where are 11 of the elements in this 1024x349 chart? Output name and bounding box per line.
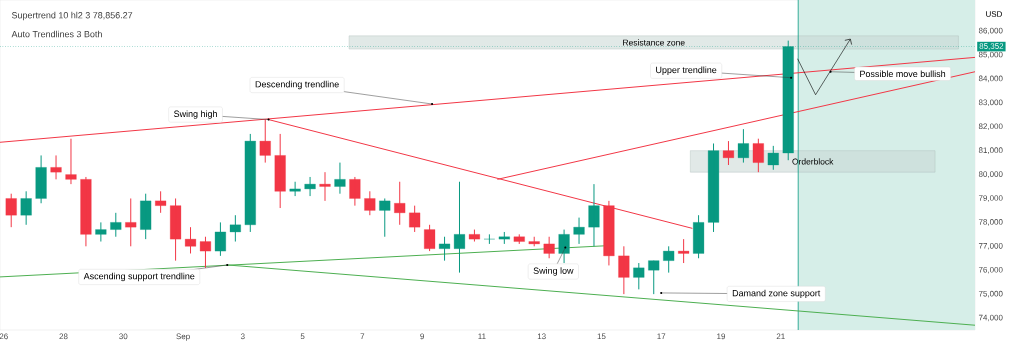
band-label: Resistance zone xyxy=(623,39,685,46)
annotation: Descending trendline xyxy=(255,80,339,90)
annotation: Damand zone support xyxy=(732,289,821,299)
text: Supertrend 10 hl2 3 78,856.27 xyxy=(11,11,133,21)
annotation: Swing low xyxy=(533,267,574,276)
annotation: Upper trendline xyxy=(656,66,717,75)
annotation: Swing high xyxy=(174,110,217,119)
band-label: Orderblock xyxy=(792,158,834,165)
annotation: Possible move bullish xyxy=(860,70,946,78)
annotation: Ascending support trendline xyxy=(83,272,195,282)
text: Auto Trendlines 3 Both xyxy=(11,30,102,38)
